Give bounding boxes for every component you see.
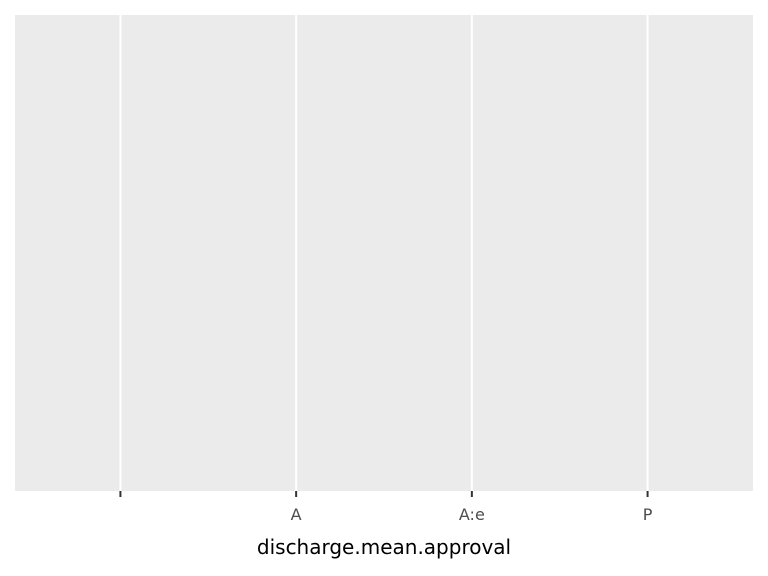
plot-panel — [15, 15, 753, 491]
x-axis-tick-labels: A A:e P — [291, 505, 653, 524]
x-gridlines — [119, 15, 649, 491]
x-tick-label: A — [291, 505, 302, 524]
x-tick-label: P — [643, 505, 653, 524]
x-axis-ticks — [119, 491, 649, 497]
x-axis-title: discharge.mean.approval — [257, 535, 511, 559]
x-tick-label: A:e — [459, 505, 485, 524]
